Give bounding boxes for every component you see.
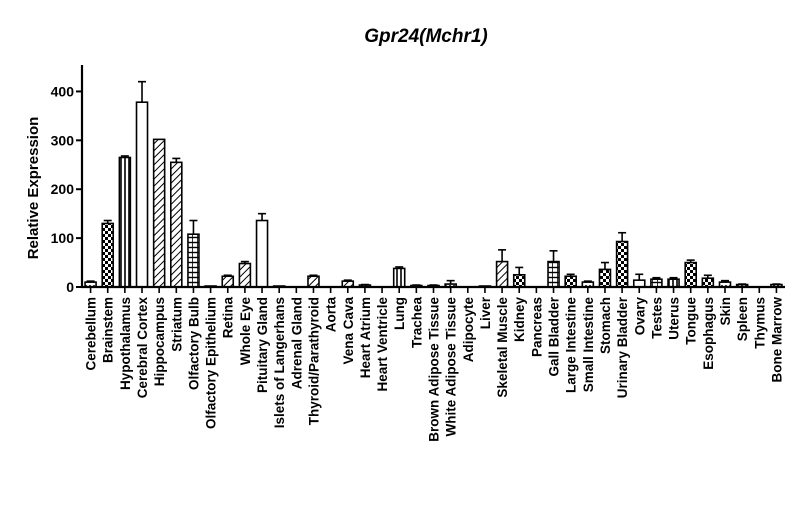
x-tick-label: Large Intestine <box>564 297 579 394</box>
category-labels: Cerebellum Brainstem Hypothalamus Cerebral … <box>84 296 785 442</box>
y-axis: 0 100 200 300 400 <box>51 65 84 295</box>
x-axis <box>81 285 785 293</box>
x-tick-label: Cerebellum <box>84 297 99 371</box>
y-tick-label: 200 <box>51 181 75 197</box>
x-tick-label: White Adipose Tissue <box>444 297 459 437</box>
bar <box>512 273 526 288</box>
x-tick-label: Islets of Langerhans <box>272 297 287 428</box>
y-tick-label: 400 <box>51 83 75 99</box>
bar <box>101 222 115 288</box>
x-tick-label: Spleen <box>735 297 750 341</box>
x-tick-label: Kidney <box>512 297 527 343</box>
bar <box>650 278 663 288</box>
bar <box>495 260 509 288</box>
x-tick-label: Retina <box>221 297 236 339</box>
x-tick-label: Urinary Bladder <box>615 296 630 398</box>
x-tick-label: Hypothalamus <box>118 297 133 390</box>
x-tick-label: Pancreas <box>529 297 544 357</box>
bars <box>84 101 783 288</box>
bar <box>392 267 406 288</box>
x-tick-label: Ovary <box>632 297 647 336</box>
x-tick-label: Small Intestine <box>581 297 596 393</box>
bar <box>307 275 320 288</box>
bar <box>238 262 252 288</box>
x-tick-label: Heart Ventricle <box>375 297 390 392</box>
error-bars <box>86 80 781 286</box>
x-tick-label: Olfactory Bulb <box>186 297 201 390</box>
y-tick-label: 100 <box>51 230 75 246</box>
x-tick-label: Thymus <box>752 297 767 349</box>
bar <box>564 275 577 288</box>
x-tick-label: Skin <box>718 297 733 326</box>
x-tick-label: Liver <box>478 296 493 329</box>
bar <box>221 275 235 288</box>
bar <box>187 233 200 288</box>
chart-title: Gpr24(Mchr1) <box>364 26 488 47</box>
x-tick-label: Striatum <box>169 297 184 352</box>
x-tick-label: Olfactory Epithelium <box>204 297 219 429</box>
bar <box>667 278 680 288</box>
x-tick-label: Testes <box>649 297 664 339</box>
x-tick-label: Whole Eye <box>238 297 253 366</box>
x-tick-label: Aorta <box>324 297 339 333</box>
bar <box>135 101 149 288</box>
bar <box>615 240 629 288</box>
x-tick-label: Skeletal Muscle <box>495 297 510 398</box>
y-axis-label: Relative Expression <box>25 117 42 260</box>
bar <box>547 260 560 288</box>
y-tick-label: 0 <box>66 279 74 295</box>
x-tick-label: Pituitary Gland <box>255 297 270 393</box>
x-tick-label: Thyroid/Parathyroid <box>306 297 321 425</box>
x-tick-label: Heart Atrium <box>358 297 373 378</box>
x-tick-label: Brainstem <box>101 297 116 363</box>
x-tick-label: Vena Cava <box>341 297 356 365</box>
bar <box>598 268 612 288</box>
bar <box>170 161 183 288</box>
x-tick-label: Hippocampus <box>152 297 167 386</box>
bar <box>255 219 269 288</box>
x-tick-label: Bone Marrow <box>769 297 784 383</box>
x-tick-label: Trachea <box>409 297 424 349</box>
x-tick-label: Lung <box>392 297 407 330</box>
bar <box>152 138 166 288</box>
x-tick-label: Stomach <box>598 297 613 354</box>
bar <box>684 261 697 288</box>
x-tick-label: Brown Adipose Tissue <box>427 297 442 442</box>
x-tick-label: Cerebral Cortex <box>135 297 150 399</box>
x-tick-label: Tongue <box>684 297 699 345</box>
x-tick-label: Esophagus <box>701 297 716 370</box>
x-tick-label: Gall Bladder <box>547 296 562 376</box>
x-tick-label: Adipocyte <box>461 297 476 363</box>
x-tick-label: Uterus <box>667 297 682 340</box>
x-tick-label: Adrenal Gland <box>289 297 304 389</box>
y-tick-label: 300 <box>51 132 75 148</box>
bar <box>701 277 715 288</box>
bar <box>118 156 132 288</box>
